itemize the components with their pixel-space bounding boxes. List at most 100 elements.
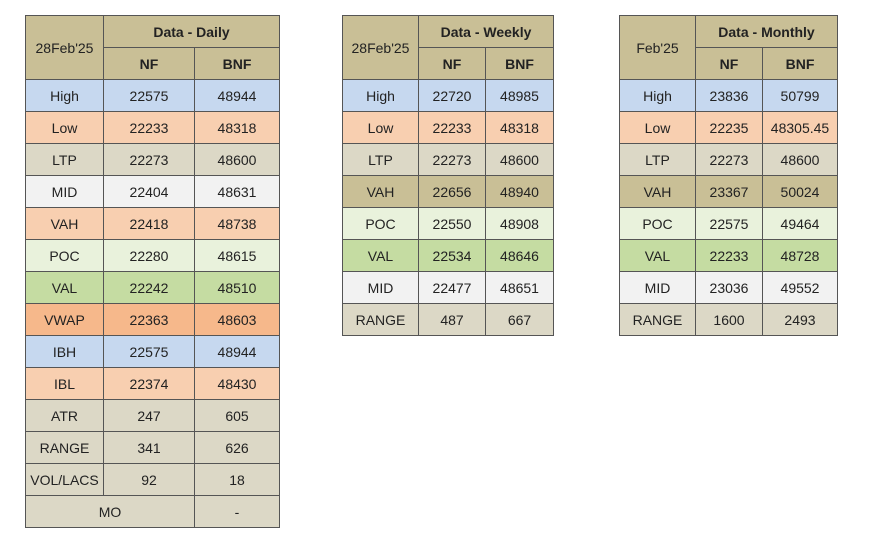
bnf-value: 48940 xyxy=(485,175,554,208)
nf-value: 22363 xyxy=(103,303,195,336)
table-row: POC 22550 48908 xyxy=(342,207,554,240)
nf-value: 92 xyxy=(103,463,195,496)
monthly-col-nf: NF xyxy=(695,47,763,80)
bnf-value: 48646 xyxy=(485,239,554,272)
bnf-value: 48651 xyxy=(485,271,554,304)
row-label: POC xyxy=(25,239,104,272)
monthly-date: Feb'25 xyxy=(619,15,696,80)
row-label: High xyxy=(25,79,104,112)
weekly-table: 28Feb'25 Data - Weekly NF BNF High 22720… xyxy=(342,15,554,336)
nf-value: 23836 xyxy=(695,79,763,112)
row-label: Low xyxy=(25,111,104,144)
table-row: VAH 23367 50024 xyxy=(619,175,839,208)
bnf-value: 48305.45 xyxy=(761,111,839,144)
bnf-value: 48318 xyxy=(485,111,554,144)
bnf-value: 48600 xyxy=(761,143,839,176)
nf-value: 22720 xyxy=(418,79,486,112)
table-row: RANGE 487 667 xyxy=(342,303,554,336)
weekly-col-bnf: BNF xyxy=(485,47,554,80)
row-label: RANGE xyxy=(342,303,419,336)
table-row: VAH 22418 48738 xyxy=(25,207,280,240)
nf-value: 22280 xyxy=(103,239,195,272)
row-label: VWAP xyxy=(25,303,104,336)
table-row: High 22720 48985 xyxy=(342,79,554,112)
nf-value: 22575 xyxy=(103,79,195,112)
nf-value: 23367 xyxy=(695,175,763,208)
row-label: High xyxy=(342,79,419,112)
bnf-value: 48615 xyxy=(194,239,280,272)
bnf-value: 48600 xyxy=(485,143,554,176)
row-label: VAH xyxy=(619,175,696,208)
nf-value: 1600 xyxy=(695,303,763,336)
bnf-value: 667 xyxy=(485,303,554,336)
daily-col-nf: NF xyxy=(103,47,195,80)
bnf-value: 48510 xyxy=(194,271,280,304)
nf-value: 22404 xyxy=(103,175,195,208)
nf-value: 22273 xyxy=(103,143,195,176)
row-label: MID xyxy=(619,271,696,304)
nf-value: 23036 xyxy=(695,271,763,304)
bnf-value: 50799 xyxy=(761,79,839,112)
nf-value: 22575 xyxy=(695,207,763,240)
mo-value: - xyxy=(194,495,280,528)
nf-value: 341 xyxy=(103,431,195,464)
bnf-value: 48908 xyxy=(485,207,554,240)
nf-value: 22418 xyxy=(103,207,195,240)
table-row: ATR 247 605 xyxy=(25,399,280,432)
weekly-date: 28Feb'25 xyxy=(342,15,419,80)
weekly-title: Data - Weekly xyxy=(418,15,554,48)
nf-value: 22575 xyxy=(103,335,195,368)
nf-value: 22242 xyxy=(103,271,195,304)
nf-value: 22233 xyxy=(418,111,486,144)
nf-value: 22233 xyxy=(103,111,195,144)
table-row: POC 22280 48615 xyxy=(25,239,280,272)
table-row: VAL 22233 48728 xyxy=(619,239,839,272)
bnf-value: 48738 xyxy=(194,207,280,240)
daily-col-bnf: BNF xyxy=(194,47,280,80)
table-row: Low 22233 48318 xyxy=(342,111,554,144)
row-label: MID xyxy=(25,175,104,208)
row-label: VAH xyxy=(25,207,104,240)
nf-value: 22273 xyxy=(418,143,486,176)
nf-value: 22374 xyxy=(103,367,195,400)
bnf-value: 50024 xyxy=(761,175,839,208)
bnf-value: 605 xyxy=(194,399,280,432)
bnf-value: 48603 xyxy=(194,303,280,336)
nf-value: 22235 xyxy=(695,111,763,144)
table-row: MID 22477 48651 xyxy=(342,271,554,304)
monthly-col-bnf: BNF xyxy=(761,47,839,80)
mo-label: MO xyxy=(25,495,195,528)
row-label: Low xyxy=(619,111,696,144)
bnf-value: 48318 xyxy=(194,111,280,144)
table-row: RANGE 1600 2493 xyxy=(619,303,839,336)
nf-value: 22656 xyxy=(418,175,486,208)
row-label: MID xyxy=(342,271,419,304)
nf-value: 487 xyxy=(418,303,486,336)
table-row: VAL 22242 48510 xyxy=(25,271,280,304)
row-label: RANGE xyxy=(619,303,696,336)
row-label: IBL xyxy=(25,367,104,400)
table-row: MO - xyxy=(25,495,280,528)
bnf-value: 48985 xyxy=(485,79,554,112)
daily-title: Data - Daily xyxy=(103,15,280,48)
bnf-value: 49464 xyxy=(761,207,839,240)
table-row: LTP 22273 48600 xyxy=(25,143,280,176)
table-row: LTP 22273 48600 xyxy=(342,143,554,176)
table-row: High 23836 50799 xyxy=(619,79,839,112)
bnf-value: 48430 xyxy=(194,367,280,400)
row-label: ATR xyxy=(25,399,104,432)
row-label: RANGE xyxy=(25,431,104,464)
table-row: MID 22404 48631 xyxy=(25,175,280,208)
bnf-value: 49552 xyxy=(761,271,839,304)
table-row: Low 22235 48305.45 xyxy=(619,111,839,144)
weekly-col-nf: NF xyxy=(418,47,486,80)
bnf-value: 48728 xyxy=(761,239,839,272)
table-row: RANGE 341 626 xyxy=(25,431,280,464)
nf-value: 22233 xyxy=(695,239,763,272)
row-label: LTP xyxy=(619,143,696,176)
bnf-value: 626 xyxy=(194,431,280,464)
table-row: IBH 22575 48944 xyxy=(25,335,280,368)
table-row: VAL 22534 48646 xyxy=(342,239,554,272)
row-label: VOL/LACS xyxy=(25,463,104,496)
nf-value: 22534 xyxy=(418,239,486,272)
